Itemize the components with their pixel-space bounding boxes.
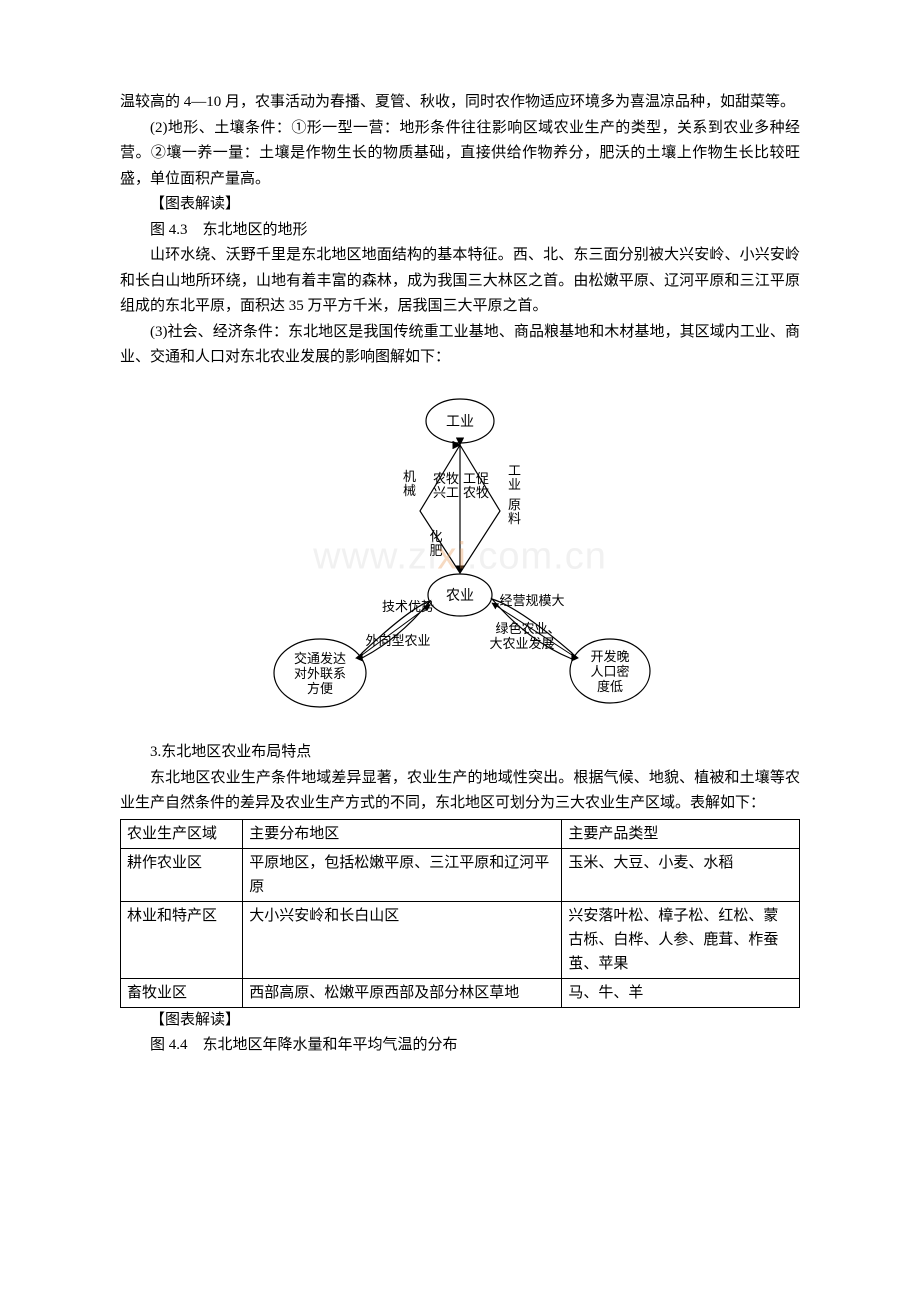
node-industry-label: 工业	[446, 414, 474, 430]
edge-left-outer: 机械	[403, 469, 416, 498]
chart-reading-label-2: 【图表解读】	[120, 1008, 800, 1034]
table-header-cell: 主要分布地区	[243, 819, 562, 848]
paragraph-2: (2)地形、土壤条件：①形一型一营：地形条件往往影响区域农业生产的类型，关系到农…	[120, 116, 800, 193]
table-cell: 耕作农业区	[121, 848, 243, 901]
figure-4-3-text: 山环水绕、沃野千里是东北地区地面结构的基本特征。西、北、东三面分别被大兴安岭、小…	[120, 243, 800, 320]
section-3-text: 东北地区农业生产条件地域差异显著，农业生产的地域性突出。根据气候、地貌、植被和土…	[120, 766, 800, 817]
node-pop-l2: 人口密	[590, 664, 629, 679]
edge-right-top-label: 经营规模大	[499, 593, 564, 608]
node-transport-l3: 方便	[307, 681, 333, 696]
section-3-title: 3.东北地区农业布局特点	[120, 740, 800, 766]
diagram-wrapper: www.zixi.com.cn 工业 农业 交通发达 对外联系 方便 开发晚 人…	[120, 383, 800, 733]
figure-4-4-title: 图 4.4 东北地区年降水量和年平均气温的分布	[120, 1033, 800, 1059]
table-cell: 平原地区，包括松嫩平原、三江平原和辽河平原	[243, 848, 562, 901]
edge-bottom-label: 化肥	[429, 529, 442, 558]
edge-right-outer: 工业原料	[508, 463, 521, 526]
edge-right-bottom-label: 大农业发展	[489, 636, 554, 651]
edge-left-inner: 农牧兴工	[433, 471, 459, 500]
table-header-cell: 主要产品类型	[562, 819, 800, 848]
table-cell: 马、牛、羊	[562, 978, 800, 1007]
node-pop-l1: 开发晚	[590, 649, 629, 664]
table-row: 林业和特产区 大小兴安岭和长白山区 兴安落叶松、樟子松、红松、蒙古栎、白桦、人参…	[121, 901, 800, 978]
node-transport-l1: 交通发达	[294, 651, 346, 666]
table-row: 耕作农业区 平原地区，包括松嫩平原、三江平原和辽河平原 玉米、大豆、小麦、水稻	[121, 848, 800, 901]
table-header-cell: 农业生产区域	[121, 819, 243, 848]
edge-right-inner: 工促农牧	[463, 471, 489, 500]
table-cell: 玉米、大豆、小麦、水稻	[562, 848, 800, 901]
table-cell: 林业和特产区	[121, 901, 243, 978]
paragraph-intro: 温较高的 4—10 月，农事活动为春播、夏管、秋收，同时农作物适应环境多为喜温凉…	[120, 90, 800, 116]
table-row: 农业生产区域 主要分布地区 主要产品类型	[121, 819, 800, 848]
edge-left-top-label: 技术优势	[382, 599, 434, 614]
node-pop-l3: 度低	[597, 679, 623, 694]
table-cell: 兴安落叶松、樟子松、红松、蒙古栎、白桦、人参、鹿茸、柞蚕茧、苹果	[562, 901, 800, 978]
agri-zones-table: 农业生产区域 主要分布地区 主要产品类型 耕作农业区 平原地区，包括松嫩平原、三…	[120, 819, 800, 1008]
relations-diagram: 工业 农业 交通发达 对外联系 方便 开发晚 人口密 度低 机械 农牧兴工 工促…	[250, 383, 670, 723]
table-cell: 西部高原、松嫩平原西部及部分林区草地	[243, 978, 562, 1007]
node-agriculture-label: 农业	[446, 588, 474, 604]
figure-4-3-title: 图 4.3 东北地区的地形	[120, 218, 800, 244]
table-row: 畜牧业区 西部高原、松嫩平原西部及部分林区草地 马、牛、羊	[121, 978, 800, 1007]
chart-reading-label-1: 【图表解读】	[120, 192, 800, 218]
node-transport-l2: 对外联系	[294, 666, 346, 681]
edge-left-bottom-label: 外向型农业	[365, 633, 430, 648]
edge-right-mid-label: 绿色农业、	[495, 621, 560, 636]
table-cell: 大小兴安岭和长白山区	[243, 901, 562, 978]
table-cell: 畜牧业区	[121, 978, 243, 1007]
paragraph-3: (3)社会、经济条件：东北地区是我国传统重工业基地、商品粮基地和木材基地，其区域…	[120, 320, 800, 371]
